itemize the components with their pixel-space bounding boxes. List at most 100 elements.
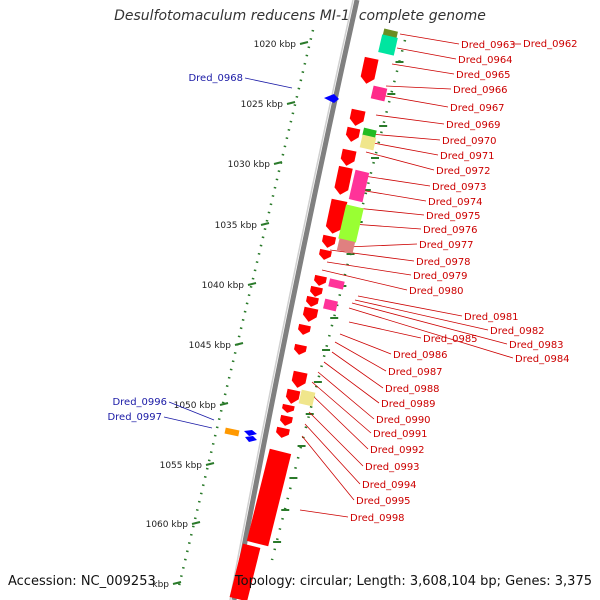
gene-feature (302, 306, 319, 322)
gene-feature (378, 34, 398, 56)
ruler-tick (219, 402, 229, 406)
leader-line (308, 411, 364, 467)
gene-feature (336, 238, 356, 254)
topology-text: Topology: circular; Length: 3,608,104 bp… (234, 574, 592, 589)
leader-line (339, 333, 392, 355)
gene-label: Dred_0977 (419, 240, 474, 251)
leader-line (334, 341, 387, 372)
ruler-tick (286, 101, 296, 105)
leader-line (375, 114, 445, 125)
leader-line (244, 77, 293, 89)
leader-line (351, 302, 508, 345)
gene-label: Dred_0992 (370, 445, 425, 456)
gene-label: Dred_0984 (515, 354, 570, 365)
gene-feature (349, 108, 366, 126)
gene-label: Dred_0983 (509, 340, 564, 351)
leader-line (311, 394, 369, 450)
gene-label: Dred_0986 (393, 350, 448, 361)
gene-feature (224, 427, 240, 437)
gene-feature (348, 169, 370, 203)
gene-feature (370, 85, 388, 102)
gene-feature (334, 165, 353, 195)
gene-label: Dred_0997 (107, 412, 162, 423)
gene-label: Dred_0981 (464, 312, 519, 323)
leader-line (299, 509, 349, 518)
leader-line (354, 299, 489, 331)
leader-line (163, 416, 213, 429)
ruler-tick-label: kbp (152, 580, 169, 590)
ruler-tick (260, 222, 270, 226)
gene-label: Dred_0968 (188, 73, 243, 84)
gene-feature (280, 414, 293, 426)
leader-line (391, 63, 455, 75)
leader-line (369, 133, 441, 141)
leader-line (348, 321, 422, 339)
leader-line (311, 381, 372, 434)
gene-feature (291, 370, 308, 388)
leader-line (317, 371, 375, 420)
accession-text: Accession: NC_009253 (8, 574, 156, 589)
gene-label: Dred_0991 (373, 429, 428, 440)
gene-feature (314, 274, 327, 286)
leader-line (346, 243, 418, 248)
gene-feature (328, 278, 345, 290)
gene-label: Dred_0967 (450, 103, 505, 114)
gene-feature (338, 204, 364, 243)
leader-line (329, 249, 415, 262)
ruler-tick-label: 1040 kbp (202, 281, 245, 291)
gene-label: Dred_0988 (385, 384, 440, 395)
ruler-tick-label: 1045 kbp (189, 341, 232, 351)
gene-feature (324, 94, 339, 103)
gene-label: Dred_0969 (446, 120, 501, 131)
gene-label: Dred_0966 (453, 85, 508, 96)
gene-label: Dred_0995 (356, 496, 411, 507)
ruler-tick-label: 1025 kbp (241, 100, 284, 110)
genome-backbone (231, 0, 360, 600)
leader-line (168, 401, 215, 421)
gene-label: Dred_0979 (413, 271, 468, 282)
leader-line (385, 85, 452, 90)
leader-line (351, 223, 422, 230)
gene-feature (246, 448, 292, 547)
ruler-tick-label: 1050 kbp (174, 401, 217, 411)
ruler-tick-label: 1055 kbp (160, 461, 203, 471)
ruler-tick (205, 462, 215, 466)
leader-line (326, 261, 412, 276)
gene-feature (244, 430, 257, 436)
gene-label: Dred_0973 (432, 182, 487, 193)
gene-label: Dred_0963 (461, 40, 516, 51)
gene-feature (360, 56, 379, 84)
gene-label: Dred_0990 (376, 415, 431, 426)
ruler-tick-label: 1060 kbp (146, 520, 189, 530)
gene-feature (285, 388, 301, 404)
gene-label: Dred_0974 (428, 197, 483, 208)
gene-label: Dred_0994 (362, 480, 417, 491)
gene-feature (294, 343, 307, 355)
gene-label: Dred_0975 (426, 211, 481, 222)
gene-feature (322, 234, 337, 248)
leader-line (396, 47, 457, 60)
ruler-tick-label: 1020 kbp (254, 40, 297, 50)
leader-line (348, 307, 514, 359)
gene-label: Dred_0987 (388, 367, 443, 378)
gene-label: Dred_0976 (423, 225, 478, 236)
gene-feature (229, 543, 261, 600)
gene-feature (310, 285, 323, 297)
gene-label: Dred_0985 (423, 334, 478, 345)
gene-label: Dred_0996 (112, 397, 167, 408)
gene-label: Dred_0962 (523, 39, 578, 50)
gene-feature (345, 126, 361, 142)
gene-feature (319, 248, 332, 260)
gene-label: Dred_0972 (436, 166, 491, 177)
gene-label: Dred_0982 (490, 326, 545, 337)
gene-label: Dred_0965 (456, 70, 511, 81)
gene-feature (306, 295, 319, 307)
ruler-tick-label: 1030 kbp (228, 160, 271, 170)
leader-line (355, 207, 425, 216)
gene-feature (298, 323, 311, 335)
ruler-tick (273, 161, 283, 165)
gene-feature (282, 403, 295, 413)
leader-line (379, 94, 449, 108)
